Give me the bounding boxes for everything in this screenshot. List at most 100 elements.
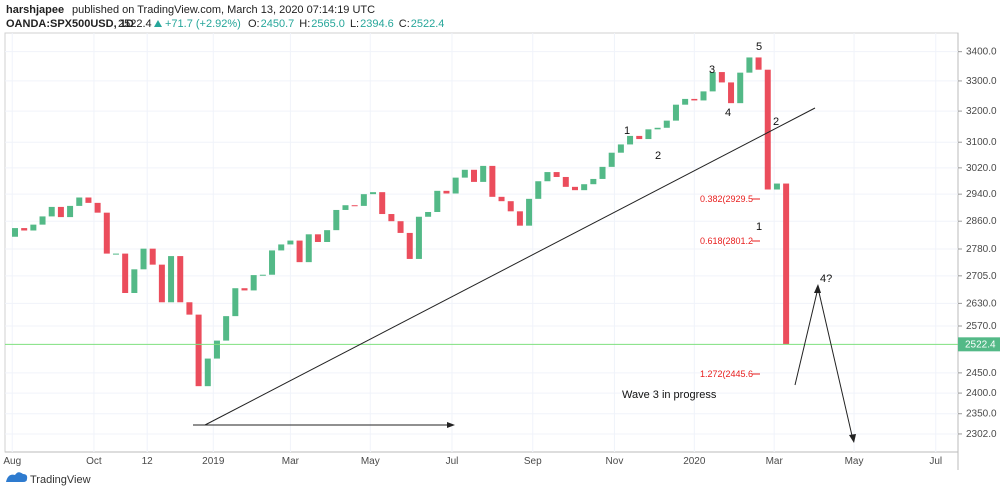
wave-label: 1 — [756, 221, 762, 233]
ohlc-value: 2394.6 — [360, 18, 394, 30]
fib-label: 0.618(2801.2 — [700, 236, 753, 246]
candle-body — [397, 221, 404, 233]
last: 2522.4 — [118, 18, 152, 30]
candle-body — [608, 152, 615, 167]
candle-body — [232, 288, 239, 317]
candle-body — [553, 172, 560, 177]
fib-label: 0.382(2929.5 — [700, 194, 753, 204]
candle-body — [516, 211, 523, 226]
candle-body — [269, 250, 276, 275]
y-tick-label: 2450.0 — [966, 368, 997, 379]
candle-body — [627, 135, 634, 145]
candle-body — [39, 216, 46, 225]
candle-body — [186, 302, 193, 315]
last-price-box — [958, 337, 1000, 352]
wave-label: 2 — [773, 116, 779, 128]
x-tick-label: 2019 — [202, 456, 225, 467]
candle-body — [379, 192, 386, 215]
candle-body — [599, 166, 606, 179]
candle-body — [489, 165, 496, 197]
arrow-head — [814, 284, 821, 293]
ohlc-key: H: — [299, 18, 310, 30]
candle-body — [571, 186, 578, 191]
candle-body — [168, 256, 175, 303]
candles: 2522.4 — [5, 57, 1000, 387]
candle-body — [544, 172, 551, 182]
candle-body — [691, 98, 698, 101]
symbol: OANDA:SPX500USD, 1D — [6, 18, 134, 30]
candle-body — [12, 228, 18, 237]
candle-body — [324, 230, 331, 242]
candle-body — [259, 274, 266, 276]
candle-body — [434, 190, 441, 212]
candle-body — [103, 212, 110, 254]
ohlc-key: O: — [248, 18, 260, 30]
y-tick-label: 3400.0 — [966, 47, 997, 58]
candle-body — [296, 240, 303, 263]
wave-label: 1 — [624, 125, 630, 137]
candle-body — [342, 205, 349, 210]
up-arrow — [154, 20, 162, 27]
y-tick-label: 2860.0 — [966, 216, 997, 227]
wave-label: 4? — [820, 273, 832, 285]
y-tick-label: 3300.0 — [966, 76, 997, 87]
candle-body — [645, 129, 652, 140]
y-tick-label: 2302.0 — [966, 429, 997, 440]
candle-body — [654, 127, 661, 130]
candle-body — [333, 209, 340, 231]
candle-body — [314, 234, 321, 242]
wave-label: 3 — [709, 64, 715, 76]
y-tick-label: 2400.0 — [966, 388, 997, 399]
candle-body — [471, 169, 477, 182]
candle-body — [370, 192, 377, 195]
x-tick-label: Nov — [606, 456, 624, 467]
y-tick-label: 2570.0 — [966, 321, 997, 332]
candle-body — [131, 269, 138, 293]
candle-body — [305, 234, 312, 263]
x-tick-label: Jul — [929, 456, 942, 467]
candle-body — [351, 205, 358, 207]
y-tick-label: 2705.0 — [966, 271, 997, 282]
candle-body — [76, 197, 83, 206]
x-tick-label: May — [845, 456, 864, 467]
candle-body — [682, 98, 689, 105]
plot-frame — [4, 32, 959, 453]
logo-icon — [6, 472, 28, 482]
y-tick-label: 2350.0 — [966, 409, 997, 420]
x-tick-label: Mar — [282, 456, 300, 467]
ohlc-key: C: — [399, 18, 410, 30]
candle-body — [507, 201, 514, 212]
candle-body — [177, 256, 184, 303]
candle-body — [773, 183, 780, 190]
candle-body — [728, 82, 735, 104]
candle-body — [425, 211, 432, 217]
candle-body — [140, 248, 147, 270]
candle-body — [755, 57, 762, 70]
candle-body — [213, 340, 220, 359]
candle-body — [590, 178, 597, 185]
x-tick-label: May — [361, 456, 380, 467]
candle-body — [241, 288, 248, 291]
brand: TradingView — [30, 474, 91, 486]
ohlc-value: 2450.7 — [261, 18, 295, 30]
candle-body — [30, 224, 37, 231]
grid: 2302.0 2350.0 2400.0 2450.0 2570.0 2630.0 2705… — [3, 33, 997, 467]
change: +71.7 (+2.92%) — [165, 18, 241, 30]
ohlc-key: L: — [350, 18, 359, 30]
candle-body — [636, 135, 643, 140]
candle-body — [21, 228, 28, 231]
ohlc-value: 2565.0 — [311, 18, 345, 30]
candle-body — [562, 176, 569, 187]
y-tick-label: 2940.0 — [966, 189, 997, 200]
candle-body — [443, 190, 450, 194]
ohlc-value: 2522.4 — [411, 18, 445, 30]
candle-body — [122, 253, 129, 293]
candle-body — [158, 264, 165, 303]
candle-body — [498, 196, 505, 202]
candle-body — [452, 177, 459, 194]
candle-body — [672, 104, 679, 121]
candle-body — [287, 240, 294, 245]
x-tick-label: Jul — [446, 456, 459, 467]
y-tick-label: 3100.0 — [966, 137, 997, 148]
candle-body — [112, 253, 119, 255]
